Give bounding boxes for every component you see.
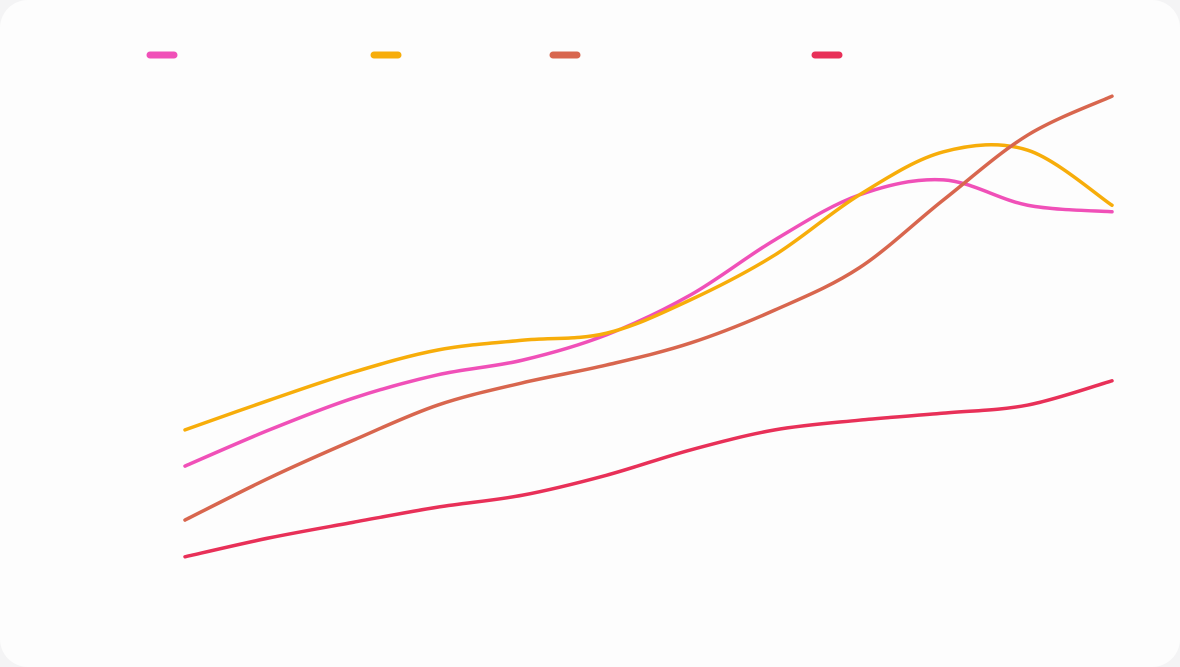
series-line	[183, 142, 1114, 432]
series-line	[183, 94, 1114, 522]
series-line	[183, 177, 1114, 468]
series-line	[183, 379, 1114, 559]
